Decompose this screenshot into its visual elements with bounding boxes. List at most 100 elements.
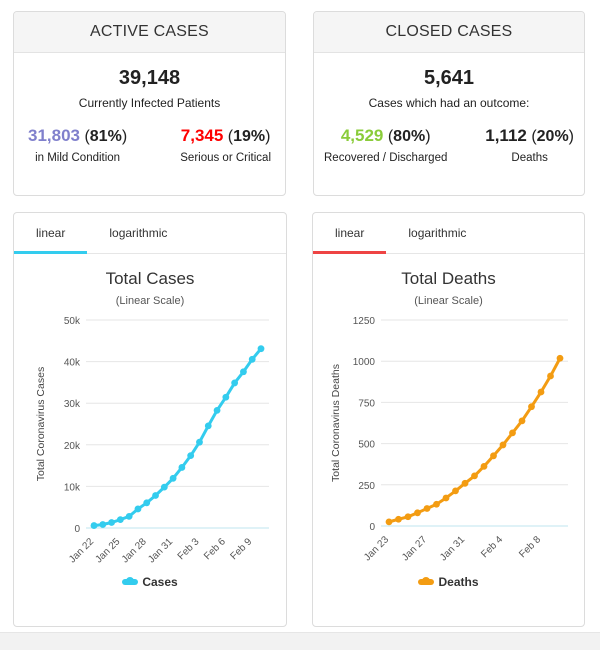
data-point xyxy=(222,393,230,401)
mild-condition-stat: 31,803 (81%) in Mild Condition xyxy=(28,126,128,164)
active-cases-panel: ACTIVE CASES 39,148 Currently Infected P… xyxy=(13,11,286,196)
legend-swatch xyxy=(122,577,139,585)
deaths-stat: 1,112 (20%) Deaths xyxy=(485,126,574,164)
closed-cases-total-label: Cases which had an outcome: xyxy=(368,96,530,110)
closed-cases-panel: CLOSED CASES 5,641 Cases which had an ou… xyxy=(313,11,585,196)
data-point xyxy=(213,406,221,414)
data-point xyxy=(480,462,488,470)
recovered-stat: 4,529 (80%) Recovered / Discharged xyxy=(324,126,448,164)
data-point xyxy=(152,492,159,499)
data-point xyxy=(169,474,177,482)
data-point xyxy=(404,513,412,521)
x-tick-label: Jan 31 xyxy=(438,534,467,563)
data-point xyxy=(395,515,402,523)
data-point xyxy=(143,499,151,507)
y-tick-label: 0 xyxy=(369,522,375,533)
data-point xyxy=(452,487,459,495)
data-point xyxy=(160,483,168,491)
tab-linear[interactable]: linear xyxy=(14,213,88,254)
data-point xyxy=(125,512,133,520)
total-deaths-chart-panel: linear logarithmic Total Deaths (Linear … xyxy=(312,212,585,627)
serious-count: 7,345 xyxy=(180,126,224,145)
deaths-count: 1,112 xyxy=(485,126,527,145)
data-point xyxy=(187,452,195,460)
chart-subtitle: (Linear Scale) xyxy=(414,295,483,307)
x-tick-label: Feb 4 xyxy=(479,534,505,560)
x-tick-label: Jan 25 xyxy=(93,536,122,565)
data-point xyxy=(257,345,265,353)
closed-cases-breakdown: 4,529 (80%) Recovered / Discharged 1,112… xyxy=(314,126,584,164)
data-point xyxy=(442,494,450,502)
y-tick-label: 500 xyxy=(358,440,375,451)
y-tick-label: 50k xyxy=(64,316,81,327)
recovered-percent: 80% xyxy=(393,128,426,145)
data-point xyxy=(248,355,256,363)
series-line xyxy=(93,347,263,528)
data-point xyxy=(471,472,478,480)
serious-percent: 19% xyxy=(233,128,266,145)
x-tick-label: Jan 22 xyxy=(67,536,96,565)
tab-logarithmic[interactable]: logarithmic xyxy=(109,226,168,240)
data-point xyxy=(178,464,186,471)
y-tick-label: 30k xyxy=(64,399,81,410)
tab-linear[interactable]: linear xyxy=(313,213,387,254)
chart-legend[interactable]: Cases xyxy=(14,575,286,589)
y-tick-label: 40k xyxy=(64,358,81,369)
data-point xyxy=(134,505,142,513)
y-tick-label: 10k xyxy=(64,482,81,493)
active-cases-breakdown: 31,803 (81%) in Mild Condition 7,345 (19… xyxy=(14,126,285,164)
closed-cases-title: CLOSED CASES xyxy=(314,12,584,53)
legend-label: Cases xyxy=(142,575,178,589)
recovered-label: Recovered / Discharged xyxy=(324,152,448,164)
data-point xyxy=(499,441,507,449)
deaths-label: Deaths xyxy=(511,152,548,164)
x-tick-label: Jan 28 xyxy=(120,536,149,565)
data-point xyxy=(231,379,239,387)
data-point xyxy=(556,354,564,362)
cases-scale-tabs: linear logarithmic xyxy=(14,213,286,254)
data-point xyxy=(196,438,203,446)
mild-percent: 81% xyxy=(89,128,122,145)
x-tick-label: Feb 6 xyxy=(202,536,228,562)
data-point xyxy=(461,479,469,487)
data-point xyxy=(240,368,247,376)
x-tick-label: Jan 27 xyxy=(400,534,429,563)
mild-count: 31,803 xyxy=(28,126,80,145)
x-tick-label: Jan 31 xyxy=(146,536,175,565)
total-deaths-chart: 0 250 500 750 1000 1250 Total Coronavirus Deat… xyxy=(330,316,568,563)
serious-condition-stat: 7,345 (19%) Serious or Critical xyxy=(180,126,271,164)
y-tick-label: 750 xyxy=(358,398,375,409)
page-footer-strip xyxy=(0,632,600,650)
deaths-scale-tabs: linear logarithmic xyxy=(313,213,584,254)
x-tick-label: Feb 3 xyxy=(176,536,202,562)
y-axis-title: Total Coronavirus Cases xyxy=(35,367,47,481)
chart-title: Total Deaths xyxy=(401,269,496,288)
data-point xyxy=(537,388,545,396)
x-tick-label: Jan 23 xyxy=(362,534,391,563)
active-cases-total-label: Currently Infected Patients xyxy=(78,96,221,110)
data-point xyxy=(385,518,393,526)
closed-cases-total: 5,641 xyxy=(423,67,475,89)
data-point xyxy=(116,516,124,524)
data-point xyxy=(490,452,497,460)
serious-label: Serious or Critical xyxy=(180,152,271,164)
data-point xyxy=(547,372,554,380)
total-cases-chart-panel: linear logarithmic Total Cases (Linear S… xyxy=(13,212,287,627)
recovered-count: 4,529 xyxy=(340,126,384,145)
data-point xyxy=(509,429,516,437)
legend-swatch xyxy=(418,577,435,585)
chart-legend[interactable]: Deaths xyxy=(313,575,584,589)
total-cases-chart: 0 10k 20k 30k 40k 50k Total Coronavirus Cases J… xyxy=(35,316,269,565)
data-point xyxy=(90,522,98,529)
mild-label: in Mild Condition xyxy=(35,152,121,164)
y-axis-title: Total Coronavirus Deaths xyxy=(330,364,342,482)
data-point xyxy=(528,403,535,411)
data-point xyxy=(423,505,431,512)
x-tick-label: Feb 9 xyxy=(228,536,254,562)
active-cases-total: 39,148 xyxy=(118,67,181,89)
y-tick-label: 20k xyxy=(64,441,81,452)
tab-logarithmic[interactable]: logarithmic xyxy=(408,226,467,240)
data-point xyxy=(433,500,440,508)
y-tick-label: 250 xyxy=(358,481,375,492)
deaths-percent: 20% xyxy=(536,128,569,145)
